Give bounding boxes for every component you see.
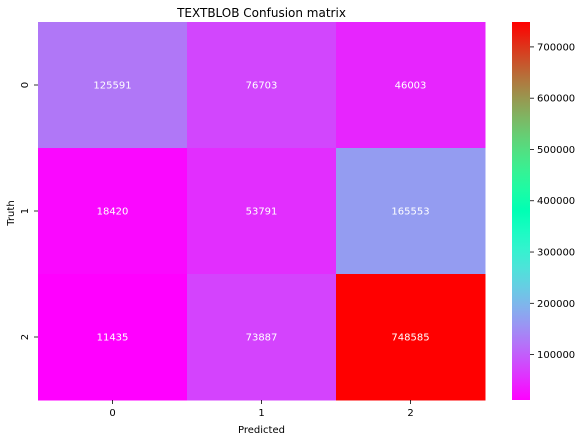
y-tick-label: 1 bbox=[20, 208, 31, 214]
heatmap-cell-labels: 125591 76703 46003 18420 53791 165553 11435 738… bbox=[93, 81, 429, 344]
x-tick-label: 1 bbox=[258, 408, 264, 419]
x-axis-ticks: 0 1 2 bbox=[109, 400, 414, 419]
colorbar-tick-label: 500000 bbox=[537, 145, 575, 156]
y-tick-label: 0 bbox=[20, 82, 31, 88]
x-tick-label: 0 bbox=[109, 408, 115, 419]
colorbar-tick-label: 400000 bbox=[537, 196, 575, 207]
heatmap-cell-r0-c1 bbox=[187, 22, 337, 149]
cell-value-r2-c1: 73887 bbox=[246, 333, 278, 344]
y-tick-label: 2 bbox=[20, 334, 31, 340]
heatmap-cell-r1-c2 bbox=[336, 148, 486, 275]
heatmap-cell-r1-c1 bbox=[187, 148, 337, 275]
colorbar-tick-label: 600000 bbox=[537, 94, 575, 105]
y-axis-label: Truth bbox=[6, 200, 17, 226]
colorbar-tick-label: 300000 bbox=[537, 248, 575, 259]
heatmap-cell-r1-c0 bbox=[38, 148, 188, 275]
heatmap-cell-r2-c2 bbox=[336, 274, 486, 401]
cell-value-r0-c1: 76703 bbox=[246, 81, 278, 92]
cell-value-r0-c2: 46003 bbox=[395, 81, 427, 92]
cell-value-r1-c2: 165553 bbox=[391, 207, 429, 218]
colorbar-ticks: 100000 200000 300000 400000 500000 600000 7000… bbox=[530, 42, 575, 361]
cell-value-r0-c0: 125591 bbox=[93, 81, 131, 92]
x-axis-label: Predicted bbox=[238, 425, 285, 436]
y-axis-ticks: 0 1 2 bbox=[20, 82, 38, 340]
colorbar-tick-label: 200000 bbox=[537, 299, 575, 310]
heatmap-cell-r0-c0 bbox=[38, 22, 188, 149]
heatmap-cell-r2-c0 bbox=[38, 274, 188, 401]
heatmap-cell-r0-c2 bbox=[336, 22, 486, 149]
cell-value-r2-c0: 11435 bbox=[97, 333, 129, 344]
cell-value-r1-c0: 18420 bbox=[97, 207, 129, 218]
colorbar-tick-label: 700000 bbox=[537, 42, 575, 53]
heatmap-cells bbox=[38, 22, 486, 401]
chart-title: TEXTBLOB Confusion matrix bbox=[176, 6, 346, 20]
cell-value-r2-c2: 748585 bbox=[391, 333, 429, 344]
colorbar bbox=[512, 22, 530, 400]
x-tick-label: 2 bbox=[407, 408, 413, 419]
colorbar-tick-label: 100000 bbox=[537, 350, 575, 361]
heatmap-cell-r2-c1 bbox=[187, 274, 337, 401]
cell-value-r1-c1: 53791 bbox=[246, 207, 278, 218]
